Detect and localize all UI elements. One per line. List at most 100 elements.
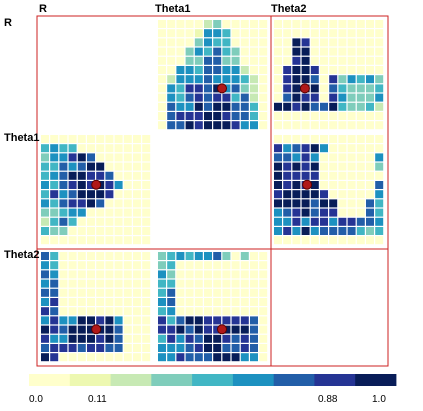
heatmap-cell — [176, 47, 185, 56]
heatmap-cell — [96, 316, 105, 325]
mode-marker — [91, 324, 102, 335]
heatmap-cell — [292, 29, 301, 38]
heatmap-cell — [347, 227, 356, 235]
heatmap-cell — [347, 20, 356, 28]
heatmap-cell — [283, 112, 292, 120]
heatmap-cell — [59, 353, 68, 362]
heatmap-cell — [123, 353, 132, 362]
heatmap-cell — [222, 252, 231, 260]
heatmap-cell — [158, 334, 166, 343]
heatmap-cell — [292, 190, 301, 199]
heatmap-cell — [142, 190, 151, 199]
heatmap-cell — [310, 38, 319, 47]
heatmap-cell — [59, 252, 68, 260]
heatmap-cell — [356, 75, 365, 84]
heatmap-cell — [185, 307, 194, 316]
heatmap-cell — [283, 135, 292, 143]
heatmap-cell — [167, 75, 176, 84]
heatmap-cell — [356, 190, 365, 199]
heatmap-cell — [338, 66, 347, 74]
heatmap-cell — [240, 38, 249, 47]
heatmap-cell — [176, 56, 185, 65]
heatmap-cell — [213, 252, 222, 260]
heatmap-cell — [185, 66, 194, 74]
heatmap-cell — [356, 217, 365, 226]
heatmap-cell — [375, 20, 384, 28]
heatmap-cell — [222, 20, 231, 28]
heatmap-cell — [356, 144, 365, 153]
heatmap-cell — [250, 84, 258, 93]
heatmap-cell — [274, 84, 282, 93]
heatmap-cell — [142, 181, 151, 189]
heatmap-cell — [87, 353, 95, 362]
heatmap-cell — [231, 252, 240, 260]
heatmap-cell — [283, 199, 292, 208]
heatmap-cell — [259, 121, 268, 130]
heatmap-cell — [274, 29, 282, 38]
heatmap-cell — [338, 162, 347, 171]
heatmap-cell — [213, 93, 222, 102]
heatmap-cell — [96, 162, 105, 171]
heatmap-cell — [213, 20, 222, 28]
row-label-theta2: Theta2 — [4, 249, 39, 261]
heatmap-cell — [59, 135, 68, 143]
heatmap-cell — [347, 144, 356, 153]
heatmap-cell — [167, 84, 176, 93]
heatmap-cell — [347, 217, 356, 226]
heatmap-cell — [133, 334, 141, 343]
heatmap-cell — [142, 316, 151, 325]
heatmap-cell — [259, 84, 268, 93]
heatmap-cell — [41, 261, 49, 270]
heatmap-cell — [50, 334, 59, 343]
heatmap-cell — [105, 217, 114, 226]
heatmap-cell — [114, 325, 123, 334]
heatmap-cell — [320, 84, 328, 93]
heatmap-cell — [68, 307, 77, 316]
heatmap-cell — [114, 162, 123, 171]
heatmap-cell — [123, 316, 132, 325]
heatmap-cell — [68, 190, 77, 199]
heatmap-cell — [185, 298, 194, 306]
heatmap-cell — [329, 66, 338, 74]
heatmap-cell — [158, 252, 166, 260]
heatmap-cell — [292, 20, 301, 28]
heatmap-cell — [87, 162, 95, 171]
heatmap-cell — [292, 84, 301, 93]
heatmap-cell — [77, 316, 86, 325]
heatmap-cell — [158, 102, 166, 111]
heatmap-cell — [292, 93, 301, 102]
heatmap-cell — [310, 102, 319, 111]
heatmap-cell — [194, 252, 203, 260]
heatmap-cell — [50, 135, 59, 143]
heatmap-cell — [59, 344, 68, 352]
heatmap-panel-r-vs-theta2 — [274, 20, 384, 130]
heatmap-cell — [240, 121, 249, 130]
heatmap-cell — [347, 181, 356, 189]
heatmap-cell — [347, 56, 356, 65]
heatmap-cell — [123, 298, 132, 306]
heatmap-cell — [259, 334, 268, 343]
heatmap-cell — [185, 84, 194, 93]
colorbar-segment — [110, 374, 152, 386]
heatmap-cell — [105, 153, 114, 162]
colorbar-tick-label-1: 0.11 — [88, 394, 107, 405]
heatmap-cell — [204, 47, 212, 56]
heatmap-cell — [142, 325, 151, 334]
heatmap-cell — [142, 199, 151, 208]
heatmap-cell — [50, 227, 59, 235]
heatmap-cell — [222, 56, 231, 65]
heatmap-cell — [167, 93, 176, 102]
heatmap-cell — [250, 298, 258, 306]
heatmap-cell — [240, 20, 249, 28]
heatmap-cell — [142, 144, 151, 153]
heatmap-cell — [133, 344, 141, 352]
row-label-r: R — [4, 17, 12, 29]
heatmap-cell — [194, 325, 203, 334]
heatmap-cell — [176, 344, 185, 352]
heatmap-cell — [259, 353, 268, 362]
heatmap-cell — [123, 181, 132, 189]
heatmap-cell — [105, 171, 114, 180]
heatmap-cell — [204, 325, 212, 334]
heatmap-cell — [59, 288, 68, 297]
heatmap-cell — [105, 316, 114, 325]
